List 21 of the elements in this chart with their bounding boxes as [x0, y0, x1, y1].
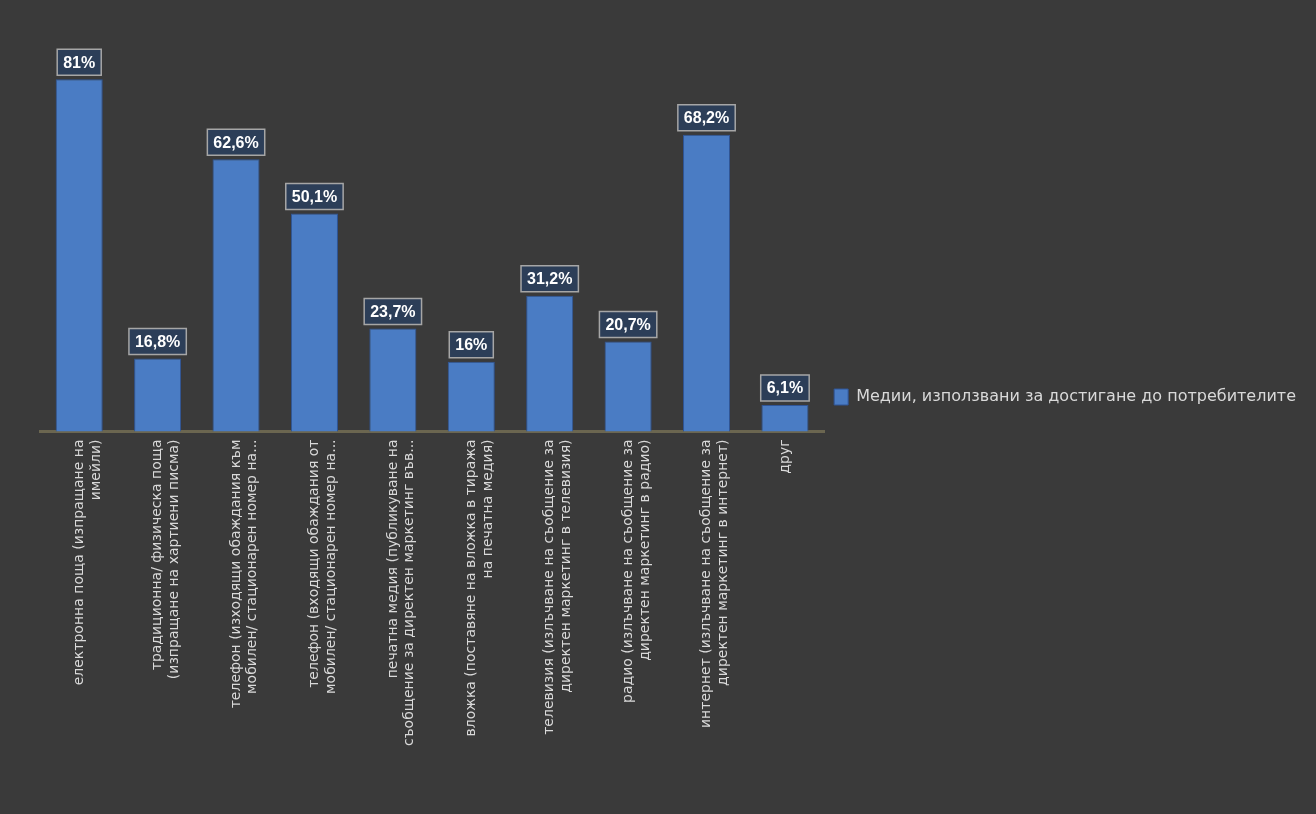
- x-tick-label: печатна медия (публикуване на съобщение за директен маркетинг във...: [383, 439, 417, 747]
- x-tick-label: друг: [775, 439, 792, 474]
- x-tick-label: телефон (изходящи обаждания към мобилен/ стационарен номер на...: [226, 439, 260, 709]
- data-label: 23,7%: [370, 302, 416, 320]
- x-tick-label: телевизия (излъчване на съобщение за директен маркетинг в телевизия): [540, 439, 574, 735]
- data-label: 62,6%: [213, 133, 259, 151]
- x-tick-label: интернет (излъчване на съобщение за директен маркетинг в интернет): [697, 439, 730, 729]
- data-label: 16%: [455, 336, 488, 354]
- x-tick-label: традиционна/ физическа поща (изпращане на хартиени писма): [148, 439, 182, 680]
- data-label: 31,2%: [527, 270, 573, 288]
- data-label: 68,2%: [683, 109, 730, 127]
- data-label: 16,8%: [134, 332, 181, 350]
- x-tick-label: радио (излъчване на съобщение за директен маркетинг в радио): [618, 439, 652, 704]
- x-tick-label: телефон (входящи обаждания от мобилен/ стационарен номер на...: [305, 439, 338, 694]
- x-tick-label: вложка (поставяне на вложка в тиража на печатна медия): [461, 439, 495, 737]
- data-label: 20,7%: [605, 315, 651, 333]
- x-tick-label: електронна поща (изпращане на имейли): [69, 439, 103, 686]
- data-label: 50,1%: [291, 187, 338, 205]
- data-label: 6,1%: [766, 379, 804, 397]
- data-label: 81%: [63, 53, 96, 71]
- legend-label: Медии, използвани за достигане до потребителите: [856, 386, 1296, 406]
